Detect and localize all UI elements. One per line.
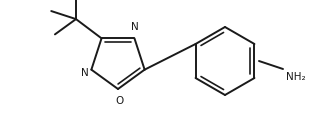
Text: N: N [81,68,89,78]
Text: N: N [130,22,138,32]
Text: O: O [116,96,124,106]
Text: NH₂: NH₂ [286,72,306,82]
